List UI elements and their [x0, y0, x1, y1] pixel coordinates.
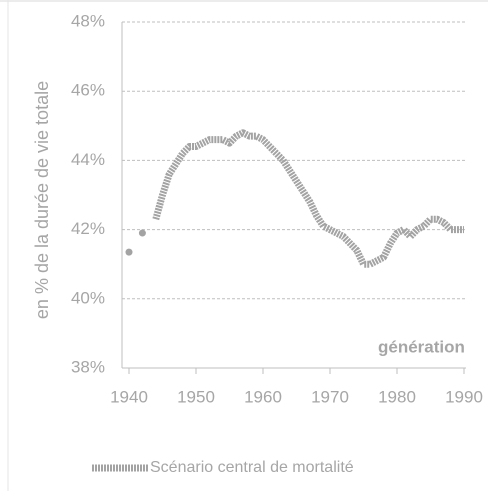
x-tick-label: 1950 [177, 387, 215, 406]
data-point [138, 229, 146, 237]
y-tick-label: 42% [71, 219, 105, 238]
legend-label: Scénario central de mortalité [150, 459, 354, 476]
x-tick-label: 1990 [445, 387, 483, 406]
y-axis-label: en % de la durée de vie totale [32, 81, 52, 319]
y-tick-label: 48% [71, 11, 105, 30]
y-tick-label: 44% [71, 150, 105, 169]
annotation: génération [378, 337, 465, 356]
data-line [152, 129, 464, 268]
x-tick-label: 1940 [110, 387, 148, 406]
y-tick-label: 46% [71, 81, 105, 100]
x-tick-label: 1960 [244, 387, 282, 406]
y-tick-label: 38% [71, 357, 105, 376]
data-point [125, 248, 133, 256]
x-tick-label: 1970 [311, 387, 349, 406]
x-tick-label: 1980 [378, 387, 416, 406]
y-tick-label: 40% [71, 288, 105, 307]
